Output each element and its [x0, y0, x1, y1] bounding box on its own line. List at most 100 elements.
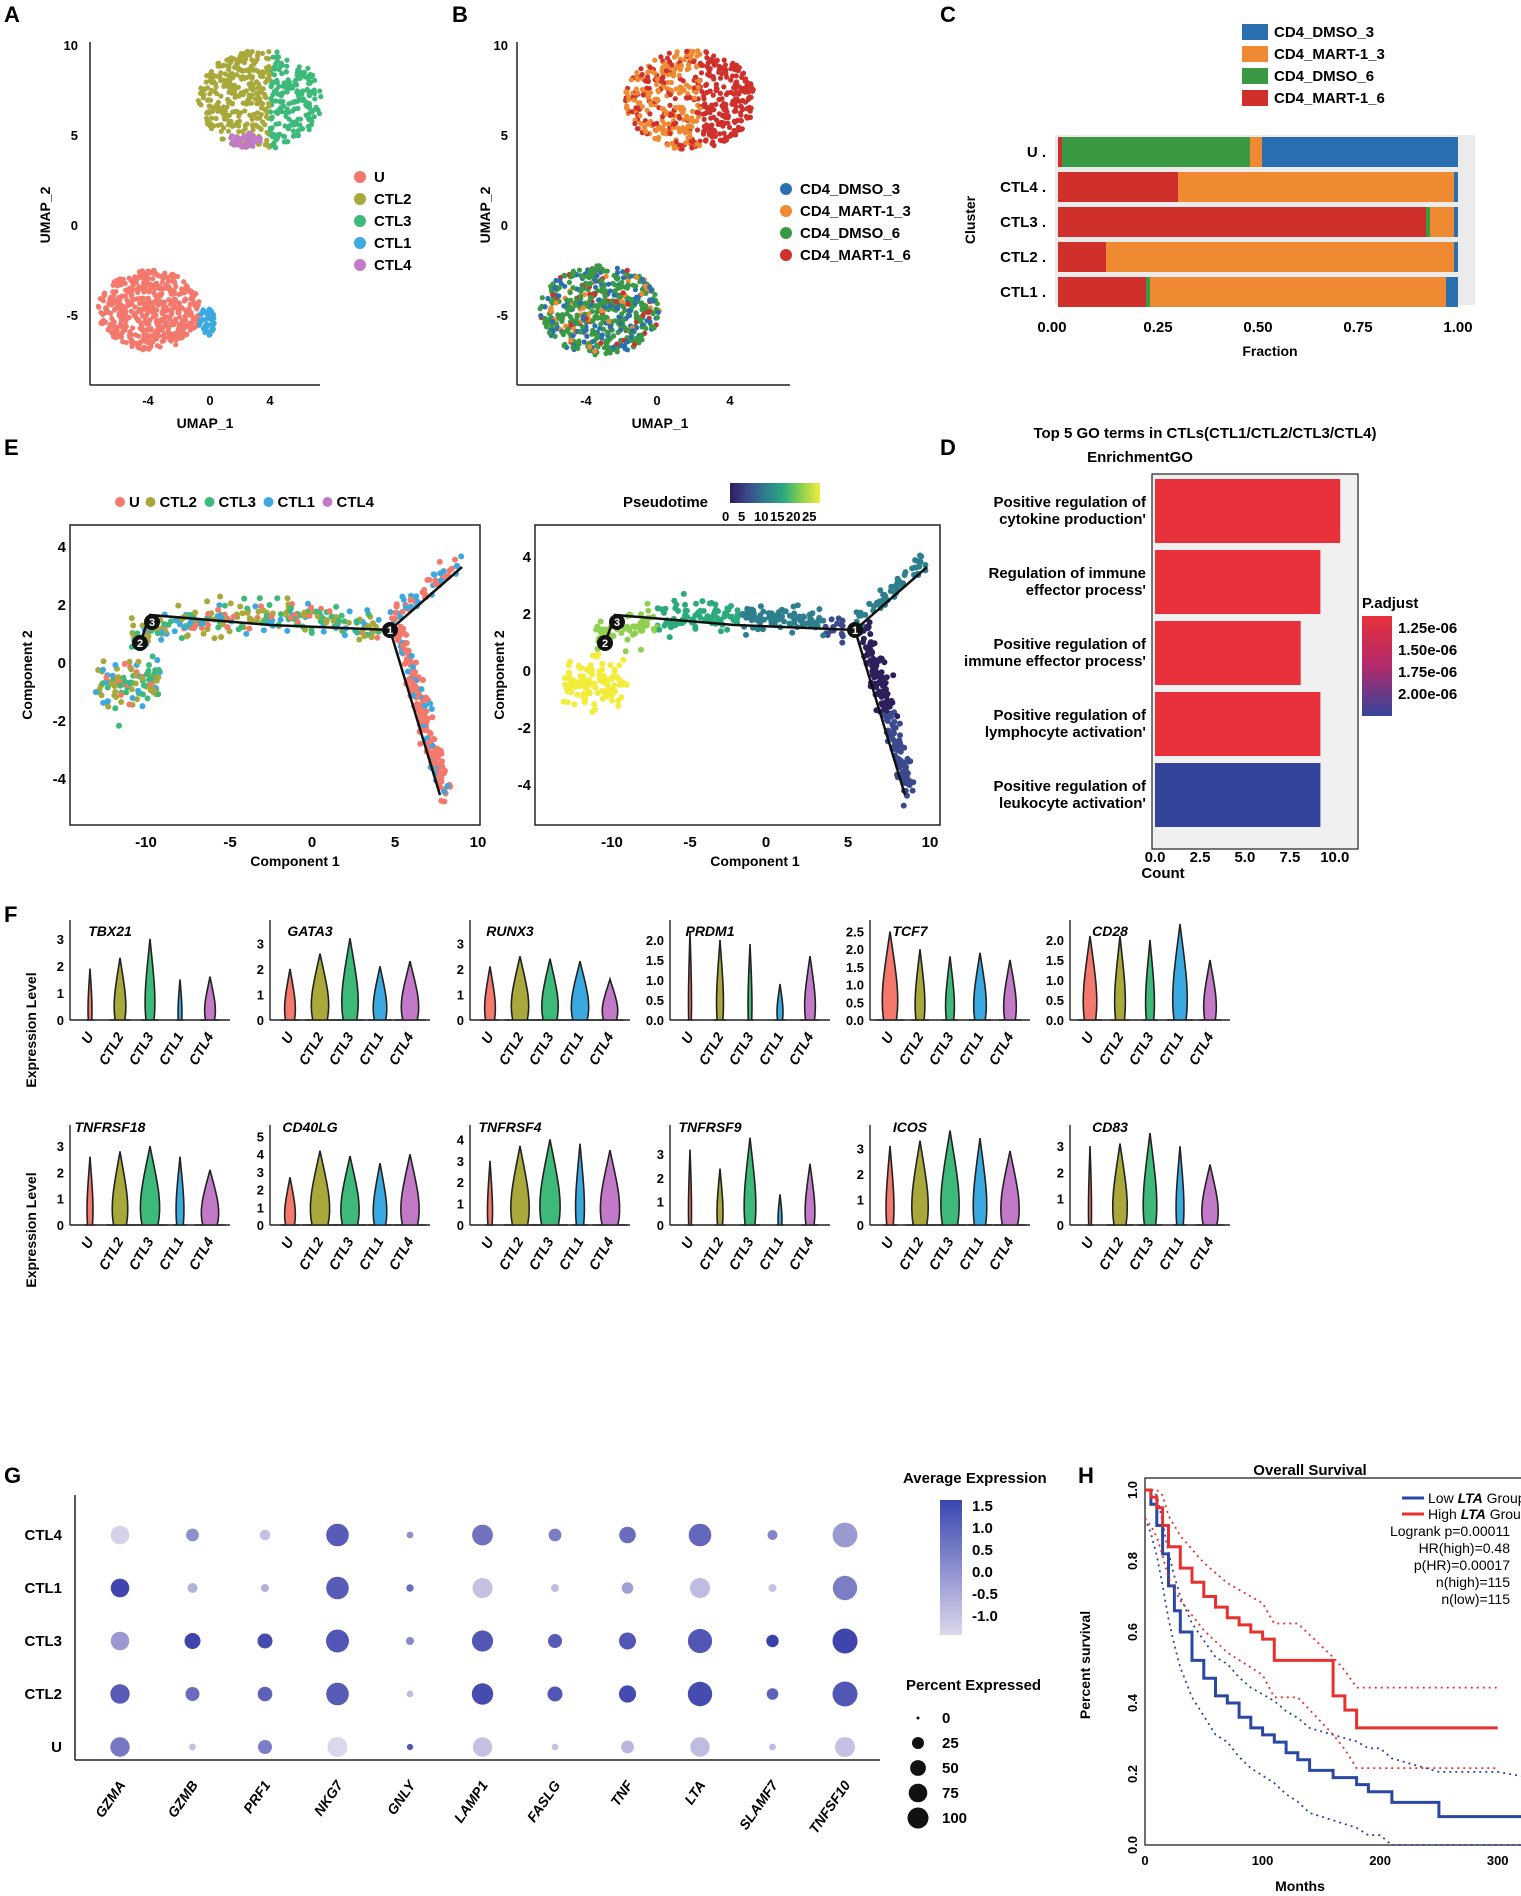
ci-lower: [1144, 1518, 1521, 1846]
cell-point: [233, 134, 239, 140]
cell-point: [807, 615, 814, 622]
cell-point: [689, 145, 695, 151]
y-tick: 2: [58, 597, 66, 614]
cell-point: [123, 689, 130, 696]
y-tick: 2.0: [846, 942, 864, 957]
cell-point: [299, 126, 306, 132]
cell-point: [586, 690, 593, 697]
cell-point: [574, 312, 580, 318]
cell-point: [126, 275, 132, 281]
bar-segment: [1058, 277, 1146, 307]
ci-upper: [1145, 1489, 1498, 1689]
cell-point: [285, 79, 291, 85]
cell-point: [732, 119, 738, 125]
cell-point: [595, 304, 601, 310]
cell-point: [669, 112, 675, 118]
branch-node-label: 2: [602, 638, 608, 650]
cell-point: [438, 750, 445, 757]
violin-ctl4: [800, 955, 820, 1021]
cell-point: [169, 287, 175, 293]
group-label: CTL3: [325, 1234, 356, 1272]
cell-point: [713, 59, 719, 65]
cell-point: [606, 281, 612, 287]
cell-point: [864, 646, 871, 653]
y-tick: 1.0: [1125, 1481, 1140, 1499]
cell-point: [578, 293, 584, 299]
legend-label: CD4_MART-1_3: [800, 203, 911, 220]
cell-point: [132, 672, 139, 679]
panel-label-h: H: [1078, 1463, 1094, 1488]
cell-point: [620, 269, 626, 275]
cell-point: [918, 553, 925, 560]
cell-point: [741, 611, 748, 618]
group-label: CTL4: [1185, 1234, 1216, 1272]
cell-point: [605, 307, 612, 313]
group-label: CTL2: [495, 1234, 526, 1272]
cell-point: [215, 606, 222, 613]
cell-point: [711, 107, 717, 113]
cell-point: [242, 75, 248, 81]
cell-point: [677, 129, 683, 135]
cell-point: [570, 333, 576, 339]
cell-point: [588, 680, 595, 687]
cell-point: [626, 308, 632, 314]
group-label: U: [678, 1029, 697, 1047]
cell-point: [266, 71, 272, 77]
cell-point: [146, 319, 152, 325]
cell-point: [422, 702, 429, 709]
cell-point: [674, 49, 680, 55]
cell-point: [265, 143, 271, 149]
cell-point: [264, 109, 270, 116]
cell-point: [368, 634, 375, 641]
panel-d-svg: D Top 5 GO terms in CTLs(CTL1/CTL2/CTL3/…: [940, 425, 1457, 882]
y-tick: 2: [457, 962, 464, 977]
cell-point: [242, 108, 248, 114]
cell-point: [897, 732, 903, 739]
cell-point: [100, 666, 106, 673]
cell-point: [580, 316, 586, 322]
cell-point: [580, 305, 586, 311]
cell-point: [799, 621, 806, 628]
cell-point: [236, 93, 242, 99]
cell-point: [590, 652, 596, 659]
cell-point: [654, 81, 660, 88]
category-label: U .: [1027, 144, 1046, 161]
colorbar-tick: 0.5: [972, 1542, 993, 1559]
cell-point: [906, 778, 913, 785]
cell-point: [669, 62, 675, 68]
xtick: 4: [266, 393, 274, 408]
cell-point: [173, 617, 179, 624]
cell-point: [699, 89, 705, 95]
cell-point: [614, 265, 620, 271]
cell-point: [105, 703, 112, 710]
cell-point: [99, 319, 105, 325]
cell-point: [126, 701, 133, 708]
cell-point: [260, 119, 266, 125]
gene-label: GZMA: [92, 1778, 129, 1821]
cell-point: [700, 608, 707, 614]
cell-point: [200, 95, 206, 101]
cell-point: [119, 317, 125, 323]
cell-point: [268, 116, 274, 122]
cell-point: [130, 622, 137, 629]
cell-point: [638, 646, 644, 653]
cell-point: [665, 142, 671, 148]
cell-point: [706, 125, 712, 131]
cell-point: [916, 563, 923, 570]
y-tick: 1.0: [646, 973, 664, 988]
cell-point: [249, 57, 255, 63]
km-title: Overall Survival: [1253, 1462, 1366, 1479]
cell-point: [426, 729, 433, 736]
cell-point: [338, 612, 345, 619]
cell-point: [883, 713, 890, 720]
y-tick: 0: [57, 1013, 64, 1028]
cell-point: [606, 318, 612, 324]
cell-point: [816, 606, 823, 613]
legend-label-part: High: [1428, 1506, 1461, 1522]
expression-dot: [621, 1582, 634, 1594]
expression-dot: [261, 1584, 269, 1592]
y-tick: 0: [457, 1013, 464, 1028]
cell-point: [602, 293, 608, 299]
cell-point: [138, 675, 145, 682]
